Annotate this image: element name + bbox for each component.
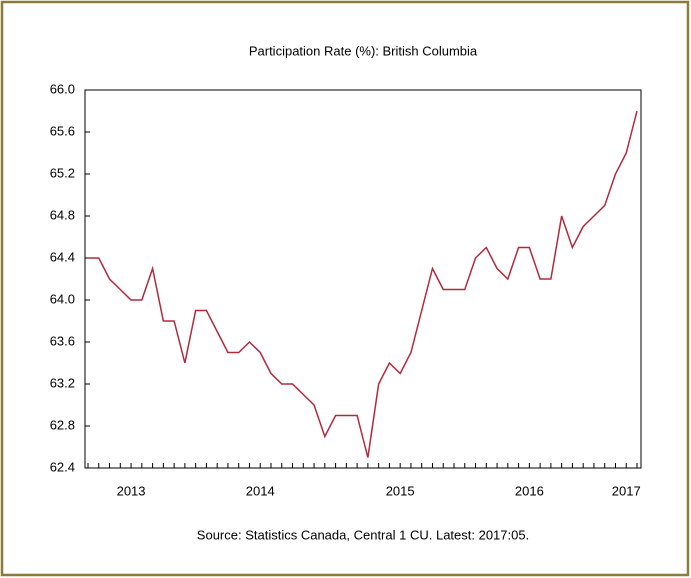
y-tick-label: 64.8 [50, 207, 75, 222]
x-tick-label: 2013 [117, 483, 146, 498]
plot-area [84, 89, 642, 469]
y-tick-label: 65.2 [50, 165, 75, 180]
y-tick-label: 63.6 [50, 333, 75, 348]
x-tick-label: 2017 [612, 483, 641, 498]
x-tick-label: 2014 [246, 483, 275, 498]
x-tick-label: 2015 [386, 483, 415, 498]
chart-title: Participation Rate (%): British Columbia [249, 43, 478, 58]
x-tick-label: 2016 [515, 483, 544, 498]
y-tick-label: 65.6 [50, 123, 75, 138]
y-tick-label: 66.0 [50, 81, 75, 96]
source-note: Source: Statistics Canada, Central 1 CU.… [197, 527, 529, 542]
y-tick-label: 63.2 [50, 375, 75, 390]
data-line [88, 110, 638, 458]
y-tick-label: 64.4 [50, 249, 75, 264]
y-tick-label: 64.0 [50, 291, 75, 306]
y-tick-label: 62.4 [50, 459, 75, 474]
y-tick-label: 62.8 [50, 417, 75, 432]
